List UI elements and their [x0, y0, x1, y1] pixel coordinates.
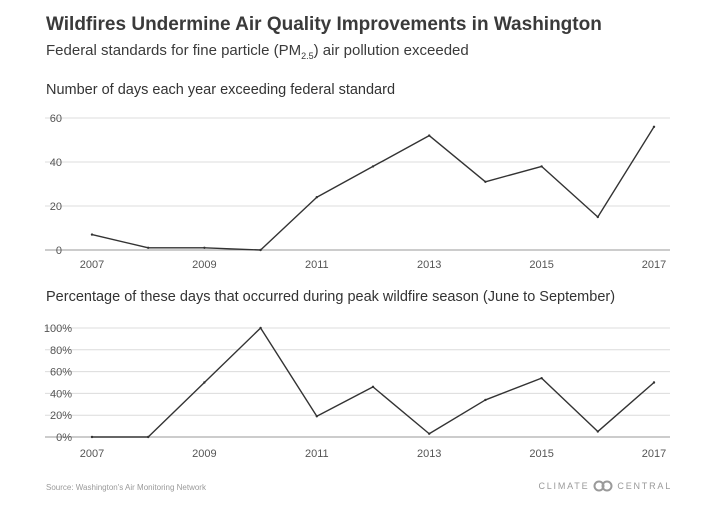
pct-data-point — [428, 432, 431, 435]
days-data-point — [540, 165, 543, 168]
pct-x-tick-label: 2011 — [305, 448, 329, 460]
brand-name-left: CLIMATE — [538, 481, 590, 491]
days-y-tick-label: 40 — [50, 157, 62, 169]
days-exceeding-line-chart: 0 20 40 60 2007 2009 2011 2013 2015 2017 — [45, 113, 670, 270]
days-x-tick-label: 2011 — [305, 259, 329, 270]
percentage-chart-title: Percentage of these days that occurred d… — [46, 289, 616, 305]
pct-data-point — [203, 381, 206, 384]
pct-data-point — [147, 435, 150, 439]
pct-y-tick-label: 100% — [44, 323, 72, 335]
brand-name-right: CENTRAL — [617, 481, 672, 491]
pct-y-tick-label: 80% — [50, 345, 72, 357]
pct-data-point — [259, 326, 262, 330]
pct-data-point — [315, 415, 318, 418]
pct-y-tick-label: 60% — [50, 367, 72, 379]
pct-x-tick-label: 2017 — [642, 448, 666, 460]
days-data-point — [315, 196, 318, 199]
days-data-point — [652, 125, 656, 128]
pct-x-tick-label: 2007 — [80, 448, 104, 460]
days-data-point — [90, 233, 94, 236]
wildfire-season-percentage-line-chart: 0% 20% 40% 60% 80% 100% 2007 2009 2011 2013 2015 20… — [44, 323, 670, 460]
pct-x-tick-label: 2015 — [529, 448, 553, 460]
climate-central-logo-icon — [593, 480, 613, 492]
days-data-point — [428, 134, 431, 137]
days-y-tick-label: 0 — [56, 245, 62, 257]
source-note: Source: Washington's Air Monitoring Netw… — [46, 483, 206, 492]
days-data-point — [484, 180, 487, 183]
days-data-point — [596, 215, 599, 219]
brand-logo: CLIMATE CENTRAL — [538, 480, 672, 492]
days-x-tick-label: 2013 — [417, 259, 441, 270]
pct-data-point — [484, 398, 487, 402]
subtitle-pre: Federal standards for fine particle (PM — [46, 42, 302, 59]
subtitle-post: ) air pollution exceeded — [313, 42, 469, 59]
chart-subtitle: Federal standards for fine particle (PM2… — [46, 42, 469, 61]
pct-y-tick-label: 40% — [50, 388, 72, 400]
pct-series-line — [92, 327, 655, 438]
pct-data-point — [371, 385, 375, 389]
pct-y-tick-label: 0% — [56, 432, 72, 444]
days-x-tick-label: 2015 — [529, 259, 553, 270]
pct-data-point — [540, 376, 543, 380]
days-data-point — [259, 248, 262, 252]
days-data-point — [203, 246, 206, 249]
days-x-tick-label: 2007 — [80, 259, 104, 270]
pct-x-tick-label: 2009 — [192, 448, 216, 460]
subtitle-subscript: 2.5 — [301, 51, 314, 61]
days-data-point — [371, 165, 375, 168]
pct-data-point — [596, 430, 599, 433]
days-chart-title: Number of days each year exceeding feder… — [46, 82, 396, 98]
pct-data-point — [90, 435, 94, 439]
days-x-tick-label: 2017 — [642, 259, 666, 270]
pct-x-tick-label: 2013 — [417, 448, 441, 460]
days-x-tick-label: 2009 — [192, 259, 216, 270]
days-y-tick-label: 60 — [50, 113, 62, 125]
days-y-tick-label: 20 — [50, 201, 62, 213]
days-data-point — [147, 246, 150, 249]
pct-data-point — [652, 381, 656, 384]
pct-y-tick-label: 20% — [50, 410, 72, 422]
chart-title: Wildfires Undermine Air Quality Improvem… — [46, 14, 602, 35]
days-series-line — [91, 126, 655, 251]
